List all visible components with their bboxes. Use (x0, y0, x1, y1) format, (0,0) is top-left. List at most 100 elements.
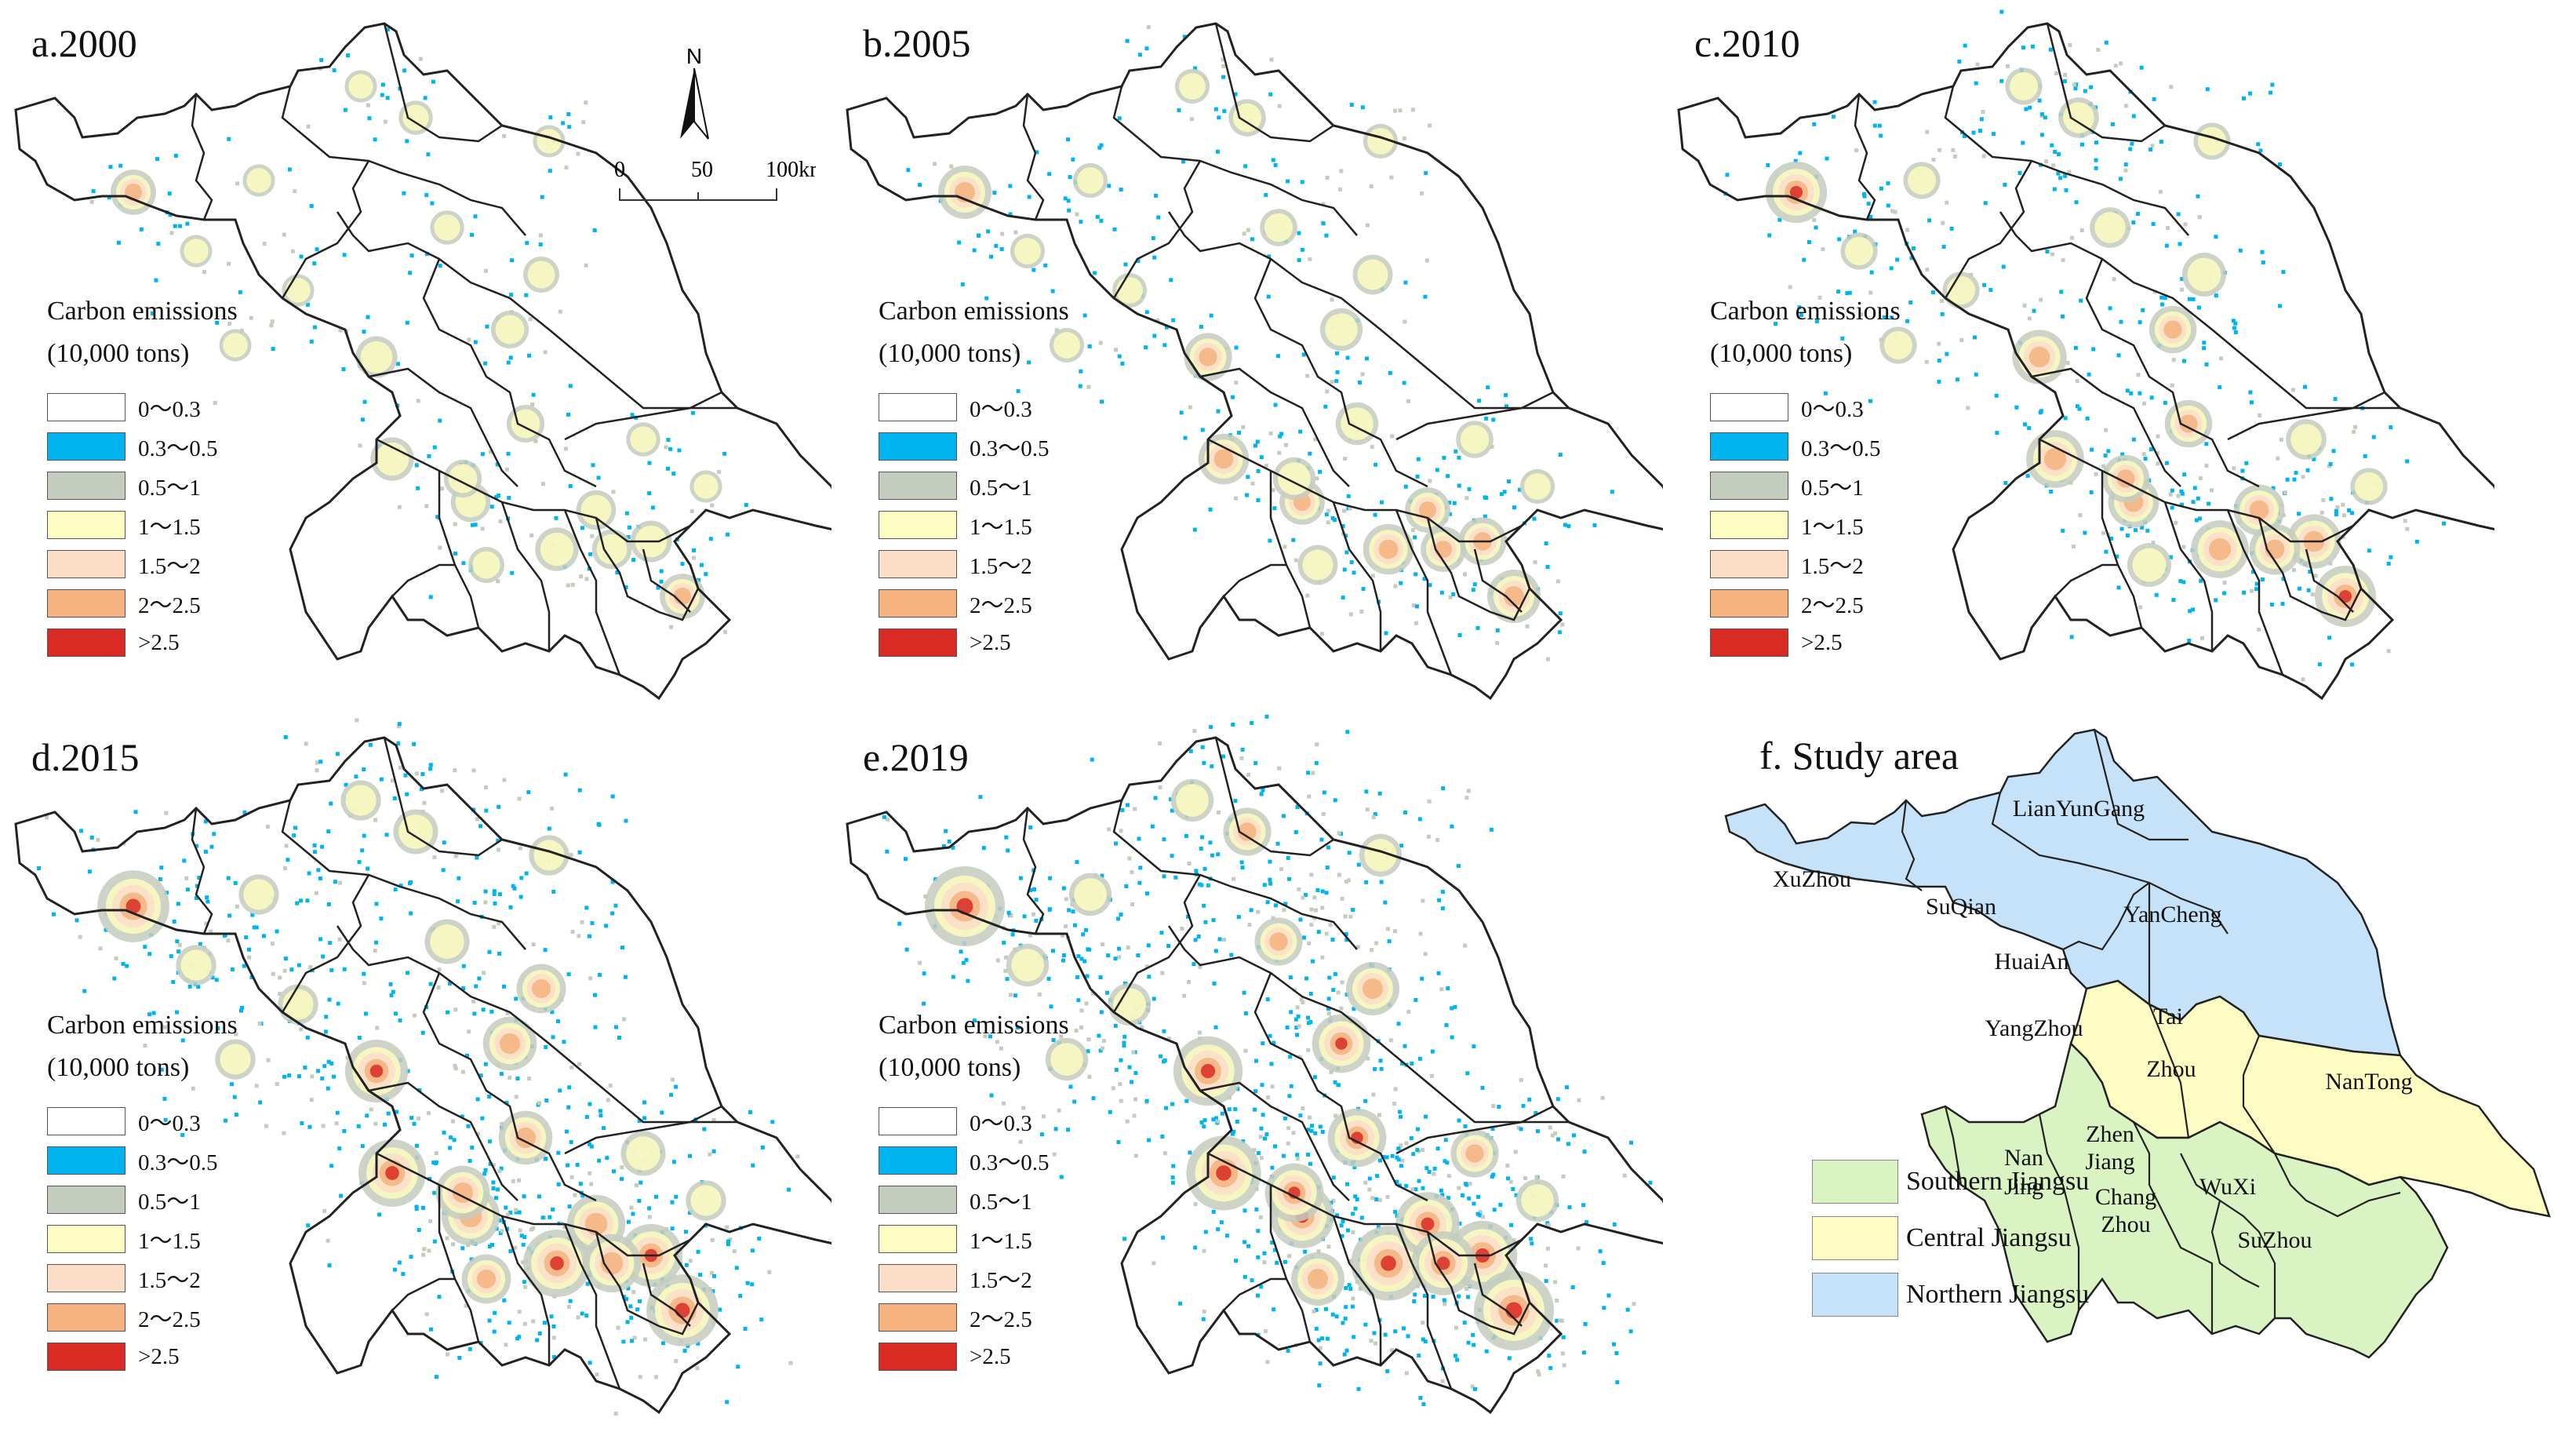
emission-cell (1318, 1361, 1323, 1366)
emission-cell (628, 525, 632, 530)
emission-cell (2164, 461, 2169, 465)
emission-hotspot (1789, 185, 1803, 199)
legend-label: 2～2.5 (138, 1307, 201, 1332)
emission-cell (1277, 450, 1282, 455)
legend-label: 0～0.3 (970, 1111, 1032, 1136)
emission-cell (1544, 541, 1548, 546)
emission-cell (1117, 116, 1122, 121)
emission-cell (1879, 133, 1883, 138)
emission-cell (664, 445, 668, 450)
emission-cell (2258, 413, 2262, 417)
emission-cell (710, 503, 715, 508)
emission-hotspot (626, 1136, 660, 1171)
emission-cell (284, 844, 289, 848)
emission-cell (1072, 1099, 1077, 1104)
emission-cell (1414, 1187, 1418, 1192)
legend-swatch (879, 511, 957, 539)
emission-cell (2005, 64, 2010, 68)
emission-cell (981, 846, 986, 851)
emission-cell (2039, 133, 2044, 137)
emission-cell (1426, 834, 1431, 839)
emission-cell (1061, 309, 1065, 314)
emission-cell (508, 1075, 512, 1080)
emission-cell (897, 921, 902, 926)
emission-cell (1389, 1348, 1394, 1353)
emission-cell (1879, 186, 1883, 191)
region-legend-north: Northern Jiangsu (1812, 1266, 2089, 1323)
city-border (1207, 1152, 1523, 1257)
emission-cell (295, 901, 300, 905)
emission-cell (2197, 516, 2202, 521)
emission-cell (2154, 592, 2159, 597)
emission-cell (497, 921, 501, 926)
emission-cell (1047, 907, 1052, 912)
emission-cell (1367, 1176, 1372, 1181)
emission-cell (2260, 577, 2265, 581)
emission-cell (472, 1011, 477, 1016)
emission-hotspot (1505, 1302, 1523, 1319)
emission-cell (501, 984, 506, 989)
emission-cell (1308, 257, 1312, 261)
emission-cell (1567, 1205, 1572, 1210)
emission-cell (2094, 472, 2098, 476)
emission-cell (405, 320, 409, 325)
city-border (1901, 800, 1923, 891)
emission-cell (1648, 1180, 1653, 1185)
emission-cell (544, 1044, 548, 1049)
emission-cell (566, 111, 571, 116)
emission-cell (380, 82, 385, 87)
emission-cell (440, 486, 445, 491)
emission-cell (1216, 1119, 1221, 1124)
emission-cell (2334, 508, 2338, 513)
emission-cell (405, 792, 409, 796)
emission-hotspot (2163, 320, 2182, 339)
emission-cell (482, 971, 486, 975)
emission-cell (1905, 228, 1910, 232)
emission-cell (1982, 282, 1987, 287)
emission-cell (453, 768, 457, 773)
emission-cell (316, 1069, 321, 1073)
emission-cell (1316, 1338, 1321, 1343)
emission-cell (1905, 319, 1910, 323)
emission-cell (194, 895, 198, 900)
emission-cell (1422, 1294, 1427, 1299)
emission-cell (1265, 997, 1270, 1002)
emission-cell (1393, 584, 1398, 588)
emission-cell (327, 997, 332, 1002)
city-border (1944, 160, 2033, 299)
emission-cell (1113, 1023, 1118, 1028)
emission-cell (1090, 991, 1095, 996)
emission-cell (393, 1011, 398, 1016)
emission-cell (264, 1124, 268, 1128)
legend-label: 1.5～2 (970, 554, 1032, 579)
emission-cell (332, 68, 337, 73)
emission-cell (1372, 1331, 1377, 1335)
city-border (2062, 882, 2150, 951)
emission-cell (2329, 497, 2334, 501)
emission-cell (156, 242, 161, 246)
emission-cell (1234, 345, 1239, 350)
emission-cell (2319, 510, 2324, 515)
emission-cell (1392, 108, 1397, 113)
emission-cell (2386, 649, 2391, 654)
emission-cell (1377, 791, 1382, 796)
emission-cell (1227, 1107, 1232, 1112)
emission-cell (537, 1194, 541, 1199)
emission-cell (506, 360, 511, 365)
emission-cell (1170, 1175, 1175, 1180)
north-label: N (686, 44, 702, 68)
emission-cell (1329, 1069, 1333, 1074)
emission-cell (417, 1117, 421, 1121)
emission-cell (1211, 1209, 1216, 1214)
legend-item: 2～2.5 (879, 1298, 1069, 1337)
emission-cell (2119, 319, 2123, 324)
emission-cell (757, 1237, 762, 1241)
emission-cell (1152, 997, 1156, 1001)
emission-cell (647, 1215, 652, 1219)
emission-cell (744, 503, 748, 508)
emission-cell (922, 971, 926, 976)
emission-cell (2151, 541, 2156, 545)
emission-cell (180, 1038, 185, 1043)
emission-cell (2180, 491, 2185, 496)
emission-cell (1187, 861, 1192, 865)
